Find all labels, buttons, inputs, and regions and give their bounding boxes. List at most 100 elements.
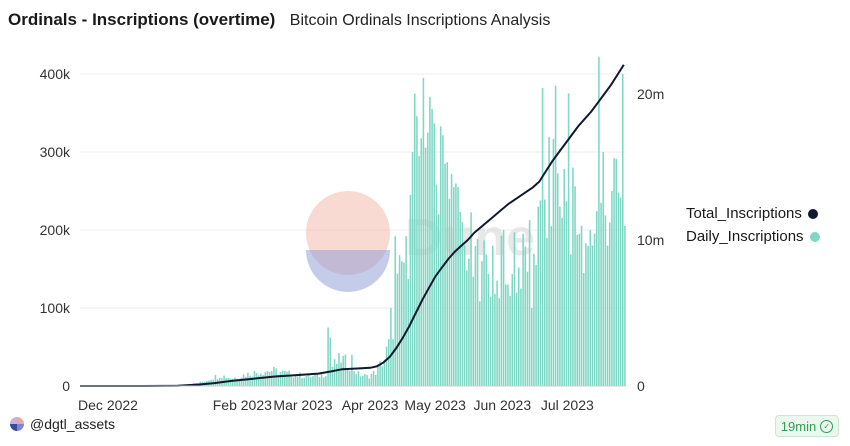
daily-bar[interactable] <box>359 376 362 386</box>
daily-bar[interactable] <box>556 173 559 386</box>
daily-bar[interactable] <box>234 377 236 386</box>
daily-bar[interactable] <box>582 272 585 386</box>
daily-bar[interactable] <box>251 376 254 386</box>
daily-bar[interactable] <box>450 173 453 386</box>
daily-bar[interactable] <box>322 377 325 386</box>
daily-bar[interactable] <box>595 211 598 386</box>
daily-bar[interactable] <box>494 293 496 386</box>
daily-bar[interactable] <box>249 375 251 386</box>
daily-bar[interactable] <box>587 245 589 386</box>
daily-bar[interactable] <box>277 374 280 386</box>
daily-bar[interactable] <box>281 370 284 386</box>
daily-bar[interactable] <box>517 267 520 386</box>
daily-bar[interactable] <box>569 254 572 386</box>
daily-bar[interactable] <box>437 214 440 386</box>
daily-bar[interactable] <box>303 377 306 386</box>
daily-bar[interactable] <box>301 378 303 386</box>
daily-bar[interactable] <box>617 192 620 386</box>
daily-bar[interactable] <box>442 135 444 386</box>
daily-bar[interactable] <box>593 233 596 386</box>
daily-bar[interactable] <box>468 258 470 386</box>
daily-bar[interactable] <box>487 273 490 386</box>
daily-bar[interactable] <box>357 371 360 386</box>
daily-bar[interactable] <box>288 370 290 386</box>
daily-bar[interactable] <box>379 361 381 386</box>
daily-bar[interactable] <box>457 187 459 386</box>
daily-bar[interactable] <box>346 368 349 386</box>
daily-bar[interactable] <box>325 376 327 386</box>
daily-bar[interactable] <box>613 158 615 386</box>
daily-bar[interactable] <box>491 245 494 386</box>
daily-bar[interactable] <box>444 163 446 386</box>
daily-bar[interactable] <box>342 355 345 386</box>
daily-bar[interactable] <box>435 184 438 386</box>
daily-bar[interactable] <box>257 375 260 386</box>
daily-bar[interactable] <box>624 225 626 386</box>
daily-bar[interactable] <box>299 372 301 386</box>
daily-bar[interactable] <box>572 167 574 386</box>
daily-bar[interactable] <box>548 136 550 386</box>
daily-bar[interactable] <box>420 138 423 386</box>
footer-user[interactable]: @dgtl_assets <box>10 416 115 432</box>
daily-bar[interactable] <box>500 235 503 386</box>
daily-bar[interactable] <box>387 339 390 386</box>
daily-bar[interactable] <box>481 261 483 386</box>
daily-bar[interactable] <box>240 377 243 386</box>
daily-bar[interactable] <box>361 375 364 386</box>
daily-bar[interactable] <box>266 371 269 386</box>
daily-bar[interactable] <box>236 378 238 386</box>
daily-bar[interactable] <box>433 123 436 386</box>
daily-bar[interactable] <box>314 374 316 386</box>
refresh-badge[interactable]: 19min ✓ <box>775 415 839 437</box>
daily-bar[interactable] <box>312 376 314 386</box>
daily-bar[interactable] <box>424 147 427 386</box>
daily-bar[interactable] <box>279 371 282 386</box>
daily-bar[interactable] <box>255 372 258 386</box>
daily-bar[interactable] <box>392 339 394 386</box>
daily-bar[interactable] <box>606 245 609 386</box>
daily-bar[interactable] <box>530 308 533 386</box>
legend-item-total[interactable]: Total_Inscriptions <box>686 202 820 225</box>
daily-bar[interactable] <box>522 233 524 386</box>
daily-bar[interactable] <box>598 56 600 387</box>
daily-bar[interactable] <box>470 212 472 386</box>
daily-bar[interactable] <box>292 377 295 386</box>
daily-bar[interactable] <box>416 116 418 387</box>
daily-bar[interactable] <box>372 370 375 386</box>
daily-bar[interactable] <box>368 378 371 386</box>
daily-bar[interactable] <box>565 201 568 386</box>
daily-bar[interactable] <box>563 169 566 386</box>
daily-bar[interactable] <box>567 93 570 387</box>
daily-bar[interactable] <box>541 88 544 386</box>
daily-bar[interactable] <box>472 276 475 386</box>
daily-bar[interactable] <box>244 376 247 386</box>
daily-bar[interactable] <box>554 85 557 386</box>
daily-bar[interactable] <box>611 191 613 386</box>
daily-bar[interactable] <box>431 109 433 386</box>
daily-bar[interactable] <box>429 96 431 386</box>
daily-bar[interactable] <box>576 234 579 386</box>
daily-bar[interactable] <box>513 232 516 386</box>
daily-bar[interactable] <box>580 225 583 386</box>
daily-bar[interactable] <box>465 270 468 386</box>
daily-bar[interactable] <box>591 245 594 386</box>
daily-bar[interactable] <box>238 379 241 386</box>
daily-bar[interactable] <box>374 374 377 386</box>
daily-bar[interactable] <box>526 271 529 386</box>
daily-bar[interactable] <box>476 238 479 386</box>
daily-bar[interactable] <box>619 197 622 386</box>
daily-bar[interactable] <box>511 274 514 386</box>
daily-bar[interactable] <box>283 370 286 386</box>
legend-item-daily[interactable]: Daily_Inscriptions <box>686 225 820 248</box>
daily-bar[interactable] <box>463 245 466 386</box>
daily-bar[interactable] <box>474 246 477 386</box>
daily-bar[interactable] <box>498 298 501 386</box>
daily-bar[interactable] <box>413 93 416 387</box>
daily-bar[interactable] <box>528 220 531 386</box>
daily-bar[interactable] <box>294 374 297 386</box>
daily-bar[interactable] <box>496 280 498 386</box>
daily-bar[interactable] <box>351 354 353 386</box>
daily-bar[interactable] <box>268 371 271 386</box>
daily-bar[interactable] <box>559 206 561 386</box>
daily-bar[interactable] <box>446 162 449 386</box>
